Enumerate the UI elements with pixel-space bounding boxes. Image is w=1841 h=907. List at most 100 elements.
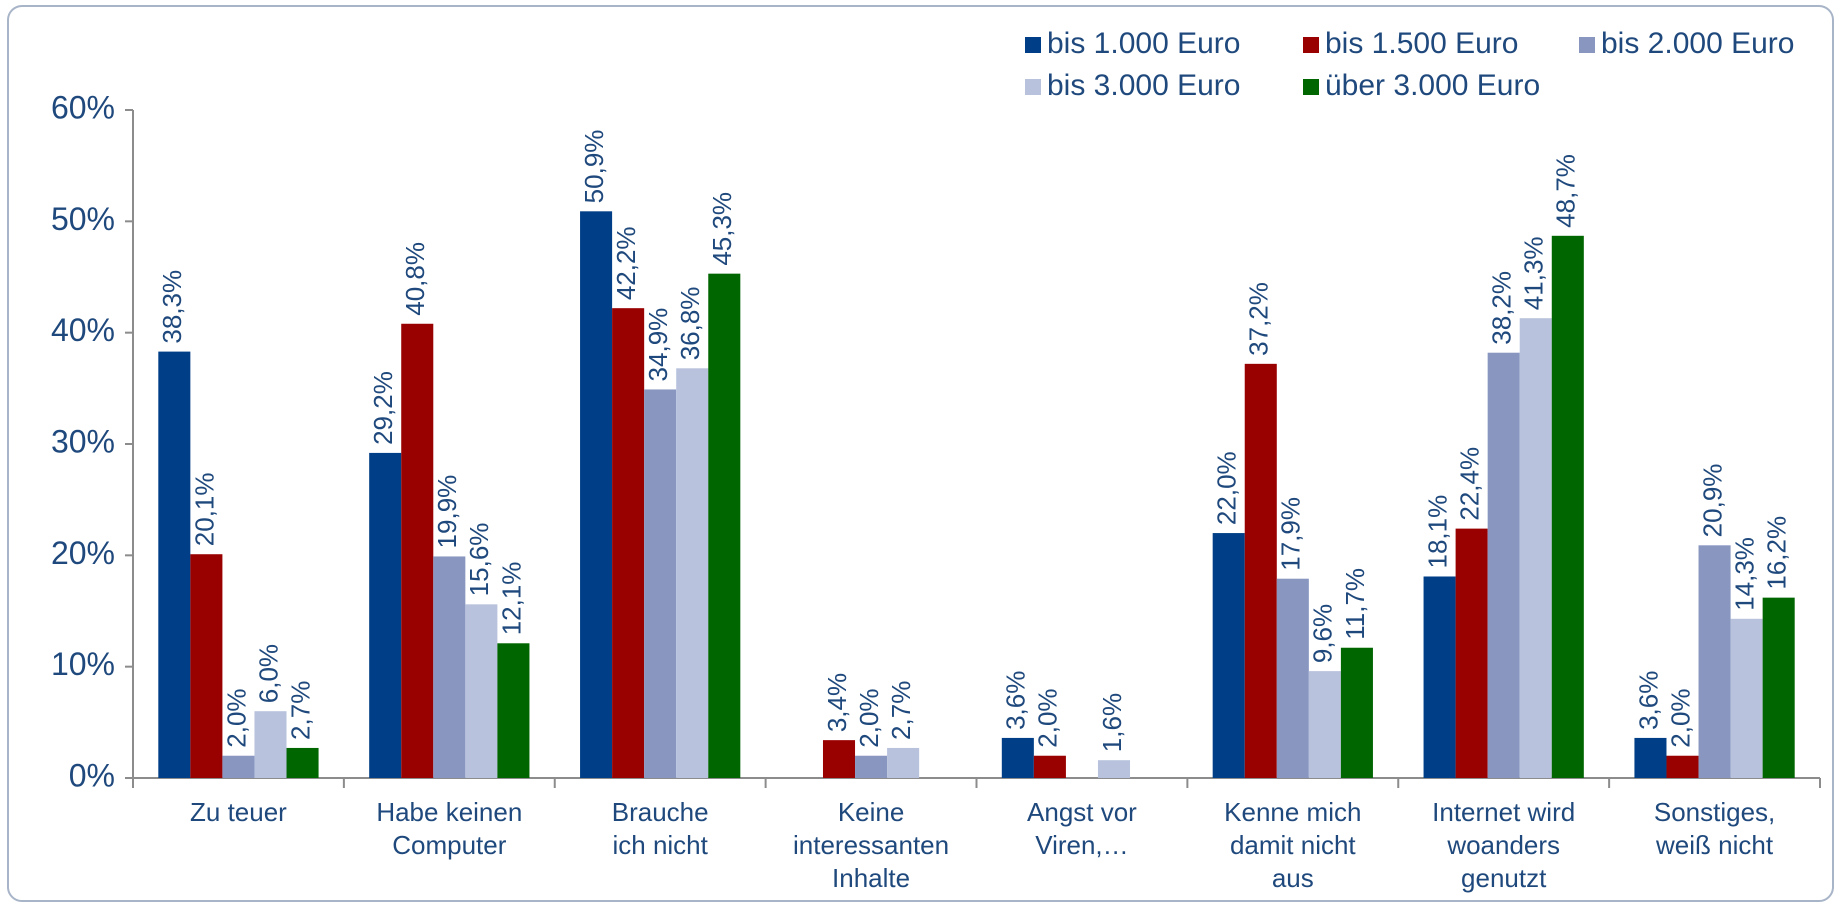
bar: [286, 747, 319, 778]
data-label: 38,2%: [1487, 271, 1517, 345]
data-label: 29,2%: [368, 371, 398, 445]
bar: [1340, 647, 1373, 778]
data-label: 36,8%: [675, 287, 705, 361]
data-label: 9,6%: [1308, 604, 1338, 663]
x-tick-label: Keine interessanten Inhalte: [793, 797, 950, 893]
data-label: 3,4%: [822, 673, 852, 732]
x-tick-label: Angst vor Viren,…: [1027, 797, 1137, 860]
bar: [369, 452, 402, 778]
bar: [1762, 597, 1795, 778]
data-label: 34,9%: [643, 308, 673, 382]
bar: [1212, 533, 1245, 778]
bar: [1698, 545, 1731, 778]
data-label: 41,3%: [1519, 236, 1549, 310]
bar: [1097, 760, 1131, 778]
bar: [1634, 737, 1667, 778]
data-label: 2,0%: [854, 688, 884, 747]
bar: [190, 554, 223, 778]
x-tick-label: Kenne mich damit nicht aus: [1224, 797, 1362, 893]
bar: [401, 323, 434, 778]
bar: [676, 368, 709, 778]
legend-label: bis 3.000 Euro: [1047, 69, 1240, 102]
bar: [433, 556, 466, 778]
data-label: 3,6%: [1001, 671, 1031, 730]
bar: [497, 643, 530, 778]
bar: [644, 389, 677, 778]
y-tick-label: 40%: [51, 312, 115, 348]
data-label: 2,0%: [1665, 688, 1695, 747]
data-label: 14,3%: [1729, 537, 1759, 611]
data-label: 12,1%: [496, 562, 526, 636]
data-label: 42,2%: [611, 226, 641, 300]
bar: [1308, 671, 1341, 778]
bar: [1487, 352, 1520, 778]
legend-swatch: [1579, 37, 1595, 53]
data-label: 19,9%: [432, 475, 462, 549]
data-label: 6,0%: [253, 644, 283, 703]
y-tick-label: 20%: [51, 535, 115, 571]
data-label: 11,7%: [1340, 568, 1370, 640]
bar: [855, 755, 888, 778]
bar: [222, 755, 255, 778]
bar: [580, 211, 613, 778]
bar: [1033, 755, 1066, 778]
data-label: 15,6%: [464, 523, 494, 597]
legend-label: bis 2.000 Euro: [1601, 27, 1794, 60]
data-label: 2,7%: [886, 681, 916, 740]
y-tick-label: 0%: [69, 757, 115, 793]
bar: [887, 747, 920, 778]
x-tick-label: Habe keinen Computer: [376, 797, 523, 860]
bar: [1244, 363, 1277, 778]
x-tick-label: Internet wird woanders genutzt: [1432, 797, 1576, 893]
bar: [254, 711, 287, 778]
bar: [1001, 737, 1034, 778]
data-label: 3,6%: [1633, 671, 1663, 730]
bar: [158, 351, 191, 778]
bar: [1730, 618, 1763, 778]
x-tick-label: Sonstiges, weiß nicht: [1653, 797, 1776, 860]
data-label: 45,3%: [707, 192, 737, 266]
data-label: 20,9%: [1697, 464, 1727, 538]
data-label: 50,9%: [579, 130, 609, 204]
data-label: 40,8%: [400, 242, 430, 316]
y-tick-label: 30%: [51, 423, 115, 459]
bar: [1666, 755, 1699, 778]
bar: [1519, 318, 1552, 778]
data-label: 2,0%: [1033, 688, 1063, 747]
data-label: 16,2%: [1762, 516, 1792, 590]
bar: [708, 273, 741, 778]
bar: [822, 740, 856, 778]
legend-swatch: [1303, 37, 1319, 53]
legend-label: bis 1.000 Euro: [1047, 27, 1240, 60]
legend-label: über 3.000 Euro: [1325, 69, 1540, 102]
x-tick-label: Brauche ich nicht: [611, 797, 709, 860]
legend-label: bis 1.500 Euro: [1325, 27, 1518, 60]
bar: [1455, 528, 1488, 778]
data-label: 37,2%: [1244, 282, 1274, 356]
data-label: 38,3%: [157, 270, 187, 344]
bar: [612, 308, 645, 778]
frame: [7, 5, 1834, 902]
bar: [465, 604, 498, 778]
legend-swatch: [1025, 79, 1041, 95]
y-tick-label: 50%: [51, 201, 115, 237]
legend-swatch: [1025, 37, 1041, 53]
data-label: 2,0%: [221, 688, 251, 747]
data-label: 48,7%: [1551, 154, 1581, 228]
y-tick-label: 10%: [51, 646, 115, 682]
data-label: 22,0%: [1212, 451, 1242, 525]
data-label: 18,1%: [1422, 495, 1452, 569]
bar: [1423, 576, 1456, 778]
data-label: 22,4%: [1455, 447, 1485, 521]
bar: [1276, 578, 1309, 778]
legend-swatch: [1303, 79, 1319, 95]
y-tick-label: 60%: [51, 89, 115, 125]
data-label: 17,9%: [1276, 497, 1306, 571]
data-label: 20,1%: [189, 472, 219, 546]
bar: [1551, 235, 1584, 779]
data-label: 1,6%: [1097, 693, 1127, 752]
x-tick-label: Zu teuer: [190, 797, 287, 827]
data-label: 2,7%: [285, 681, 315, 740]
